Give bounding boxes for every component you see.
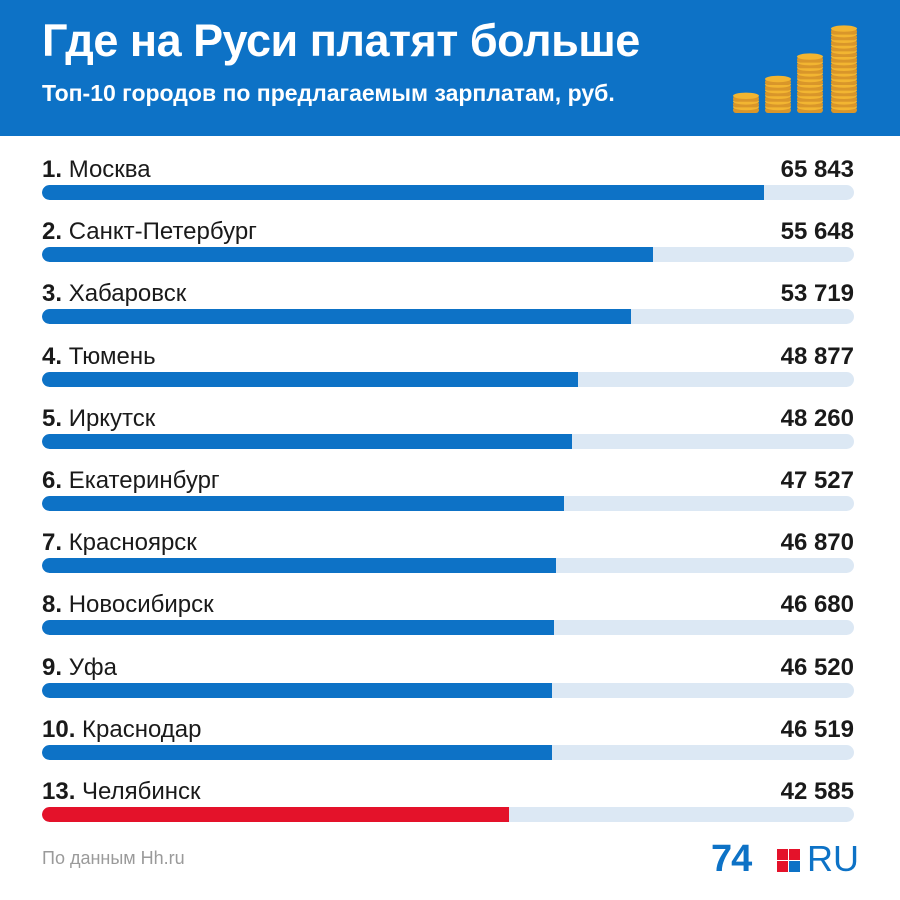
- city-name: Екатеринбург: [68, 467, 220, 494]
- bar: [42, 309, 631, 325]
- bar-row: 3. Хабаровск 53 719: [42, 282, 854, 342]
- bar-track: [42, 620, 854, 636]
- bar: [42, 433, 572, 449]
- city-label: 5. Иркутск: [42, 404, 156, 432]
- bar: [42, 496, 564, 511]
- city-label: 3. Хабаровск: [42, 282, 186, 306]
- value-label: 65 843: [780, 156, 854, 183]
- city-name: Краснодар: [82, 715, 202, 743]
- logo-square-blue: [789, 861, 800, 872]
- bar: [42, 558, 556, 574]
- chart-title: Где на Руси платят больше: [42, 15, 640, 66]
- header-banner: Где на Руси платят больше Топ-10 городов…: [0, 0, 900, 136]
- rank-number: 3.: [42, 280, 63, 308]
- bar-track: [42, 807, 854, 822]
- city-label: 4. Тюмень: [42, 342, 156, 370]
- city-name: Новосибирск: [68, 591, 214, 619]
- rank-number: 5.: [42, 404, 63, 432]
- value-label: 46 520: [780, 653, 854, 681]
- bar: [42, 247, 653, 263]
- city-name: Тюмень: [68, 342, 156, 370]
- city-label: 8. Новосибирск: [42, 593, 214, 617]
- rank-number: 9.: [42, 653, 63, 681]
- bar-row: 8. Новосибирск 46 680: [42, 593, 854, 653]
- bar-row: 1. Москва 65 843: [42, 158, 854, 218]
- rank-number: 6.: [42, 467, 63, 494]
- bar-highlight: [42, 807, 509, 822]
- bar-track: [42, 558, 854, 574]
- bar-track: [42, 433, 854, 449]
- bar-track: [42, 744, 854, 760]
- value-label: 46 680: [780, 591, 854, 619]
- bar-track: [42, 247, 854, 263]
- value-label: 48 877: [780, 342, 854, 370]
- chart-subtitle: Топ-10 городов по предлагаемым зарплатам…: [42, 80, 615, 106]
- rank-number: 8.: [42, 591, 63, 619]
- bar-track: [42, 185, 854, 200]
- bar-track: [42, 309, 854, 325]
- city-name: Уфа: [68, 653, 118, 681]
- value-label: 42 585: [780, 778, 854, 805]
- bar-track: [42, 371, 854, 387]
- city-label: 2. Санкт-Петербург: [42, 220, 257, 244]
- bar-row: 9. Уфа 46 520: [42, 653, 854, 716]
- bar-row: 6. Екатеринбург 47 527: [42, 469, 854, 529]
- bar-row: 4. Тюмень 48 877: [42, 342, 854, 405]
- city-name: Хабаровск: [68, 280, 187, 308]
- logo-square-red-3: [777, 861, 788, 872]
- rank-number: 13.: [42, 778, 76, 805]
- city-label: 1. Москва: [42, 158, 151, 182]
- bar-row: 13. Челябинск 42 585: [42, 780, 854, 840]
- logo-text: RU: [807, 838, 859, 879]
- bar-row: 5. Иркутск 48 260: [42, 404, 854, 467]
- bar: [42, 620, 554, 636]
- rank-number: 1.: [42, 156, 63, 183]
- city-label: 7. Красноярск: [42, 531, 197, 555]
- city-label: 6. Екатеринбург: [42, 469, 220, 493]
- city-name: Москва: [68, 156, 151, 183]
- rank-number: 4.: [42, 342, 63, 370]
- bar-row: 2. Санкт-Петербург 55 648: [42, 220, 854, 280]
- bar: [42, 744, 552, 760]
- city-label: 13. Челябинск: [42, 780, 201, 804]
- value-label: 46 519: [780, 715, 854, 743]
- logo-number: 74: [711, 838, 752, 880]
- bar-row: 10. Краснодар 46 519: [42, 715, 854, 778]
- city-name: Иркутск: [68, 404, 156, 432]
- logo-square-red: [777, 849, 788, 860]
- rank-number: 2.: [42, 218, 63, 246]
- rank-number: 10.: [42, 715, 76, 743]
- city-name: Красноярск: [68, 529, 197, 557]
- value-label: 55 648: [780, 218, 854, 246]
- value-label: 47 527: [780, 467, 854, 494]
- value-label: 48 260: [780, 404, 854, 432]
- logo-square-red-2: [789, 849, 800, 860]
- city-name: Челябинск: [82, 778, 201, 805]
- bar: [42, 371, 578, 387]
- value-label: 53 719: [780, 280, 854, 308]
- coin-stacks-icon: [733, 25, 857, 113]
- rank-number: 7.: [42, 529, 63, 557]
- bar-row: 7. Красноярск 46 870: [42, 531, 854, 591]
- city-label: 9. Уфа: [42, 653, 118, 681]
- bar: [42, 185, 764, 200]
- value-label: 46 870: [780, 529, 854, 557]
- city-name: Санкт-Петербург: [68, 218, 257, 246]
- bar: [42, 682, 552, 698]
- source-note: По данным Hh.ru: [42, 848, 185, 868]
- city-label: 10. Краснодар: [42, 715, 202, 743]
- bar-track: [42, 496, 854, 511]
- bar-track: [42, 682, 854, 698]
